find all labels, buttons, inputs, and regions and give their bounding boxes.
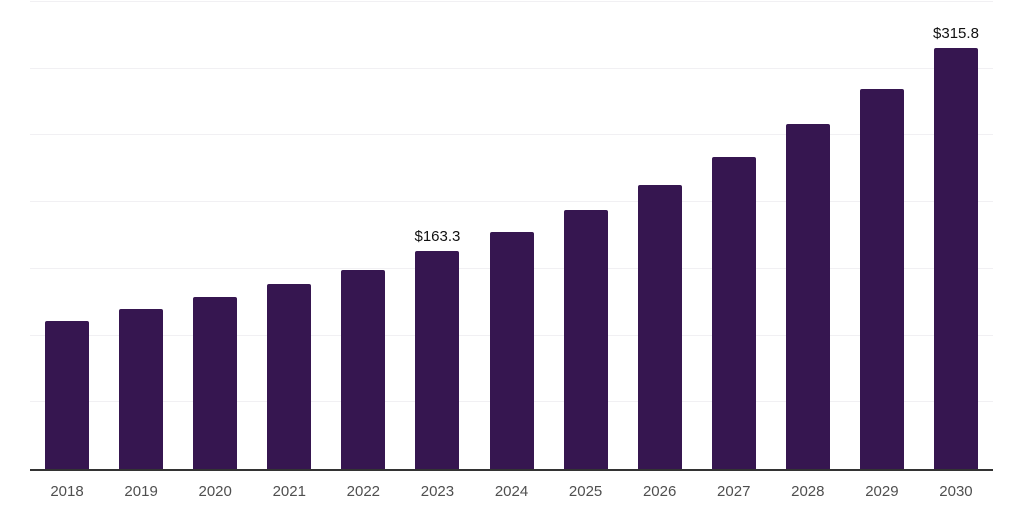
bar-slot-2027	[697, 2, 771, 469]
bar-value-label-2023: $163.3	[414, 228, 461, 246]
x-tick-label-2026: 2026	[642, 483, 677, 500]
bar-2023	[415, 251, 460, 469]
bar-value-label-2030: $315.8	[933, 24, 979, 42]
bar-slot-2026	[623, 2, 697, 469]
bar-2022	[341, 269, 386, 469]
bar-2019	[119, 308, 164, 469]
bar-slot-2020	[178, 2, 252, 469]
bars: $163.3 $315.8	[30, 2, 993, 469]
x-tick-label-2028: 2028	[791, 483, 825, 500]
bar-slot-2030: $315.8	[919, 2, 993, 469]
plot-area: $163.3 $315.8	[30, 1, 993, 471]
bar-2028	[785, 124, 830, 469]
gridline-300	[30, 67, 993, 69]
bar-2021	[267, 283, 312, 469]
gridline-350	[30, 1, 993, 2]
x-axis-tick-labels: 2018 2019 2020 2021 2022 2023 2024 2025 2026 2027…	[30, 483, 993, 501]
bar-slot-2018	[30, 2, 104, 469]
bar-2027	[711, 156, 756, 469]
x-tick-label-2020: 2020	[198, 483, 232, 500]
bar-slot-2025	[549, 2, 623, 469]
bar-2029	[859, 88, 904, 469]
bar-slot-2019	[104, 2, 178, 469]
x-tick-label-2025: 2025	[568, 483, 603, 500]
x-tick-label-2019: 2019	[124, 483, 158, 500]
bar-slot-2021	[252, 2, 326, 469]
bar-slot-2023: $163.3	[400, 2, 474, 469]
bar-2025	[563, 209, 608, 469]
x-tick-label-2030: 2030	[939, 483, 973, 500]
bar-2030	[933, 47, 978, 469]
bar-2026	[637, 184, 682, 469]
bar-slot-2029	[845, 2, 919, 469]
bar-slot-2022	[326, 2, 400, 469]
x-tick-label-2018: 2018	[50, 483, 84, 500]
bar-2024	[489, 231, 534, 469]
x-tick-label-2027: 2027	[717, 483, 751, 500]
x-tick-label-2022: 2022	[346, 483, 381, 500]
x-axis-line	[30, 469, 993, 471]
bar-2020	[193, 297, 238, 469]
gridline-250	[30, 134, 993, 136]
gridline-200	[30, 201, 993, 203]
x-tick-label-2021: 2021	[272, 483, 306, 500]
x-tick-label-2024: 2024	[494, 483, 529, 500]
bar-slot-2024	[474, 2, 548, 469]
bar-2018	[45, 320, 90, 469]
x-tick-label-2023: 2023	[420, 483, 455, 500]
x-tick-label-2029: 2029	[865, 483, 899, 500]
bar-slot-2028	[771, 2, 845, 469]
